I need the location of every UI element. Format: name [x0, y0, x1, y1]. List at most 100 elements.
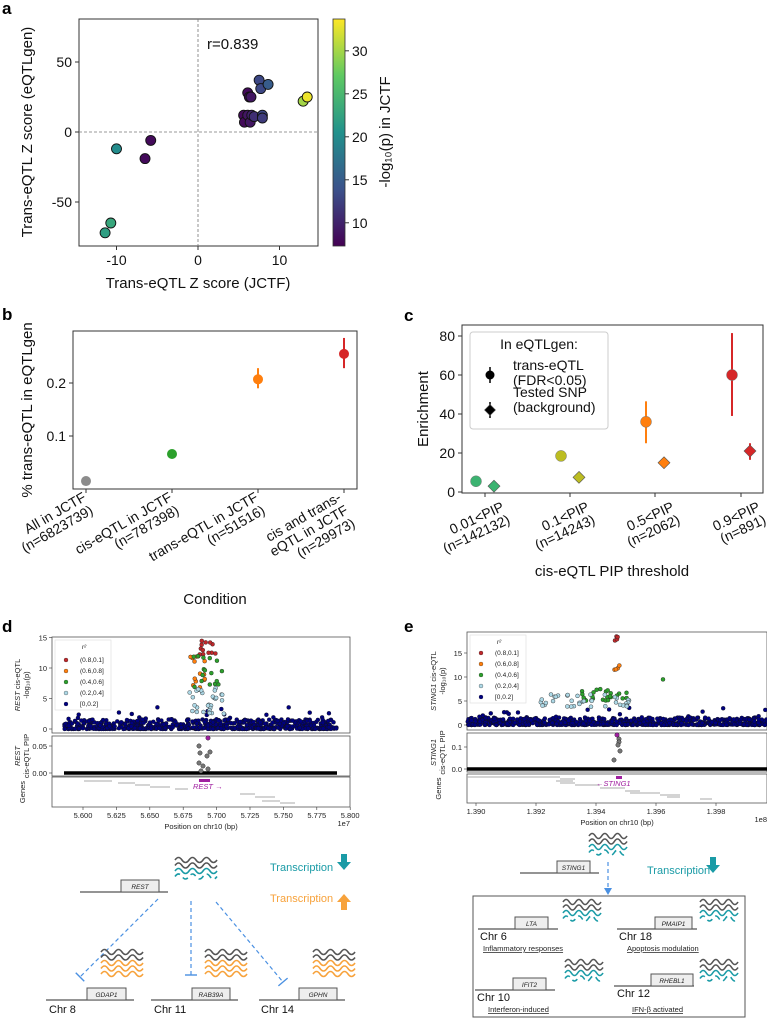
- highlight-gene-bar: [199, 779, 210, 782]
- snp-point: [286, 705, 291, 710]
- snp-point: [590, 716, 595, 721]
- snp-point: [570, 720, 575, 726]
- snp-point: [617, 663, 622, 668]
- snp-point: [315, 717, 321, 723]
- pip-ylabel-gene: STING1: [429, 739, 438, 766]
- highlight-gene-label: ←STING1: [596, 779, 631, 788]
- genes-ylabel: Genes: [434, 777, 443, 799]
- snp-point: [617, 711, 623, 717]
- snp-point: [200, 647, 206, 653]
- trans-eqtl-point: [726, 369, 738, 381]
- legend-circle-marker: [485, 370, 495, 380]
- snp-point: [320, 720, 325, 725]
- r2-legend: [54, 639, 112, 711]
- x-tick-label: 5.725: [241, 811, 260, 820]
- y-tick-label: 40: [439, 406, 455, 422]
- snp-point: [515, 710, 521, 715]
- pip-point: [200, 763, 206, 769]
- mrna-wave-icon: [564, 975, 604, 982]
- genes-ylabel: Genes: [18, 781, 27, 803]
- gene-locus: [614, 973, 694, 987]
- snp-point: [285, 717, 291, 722]
- snp-point: [75, 721, 80, 726]
- snp-point: [469, 718, 474, 723]
- snp-point: [565, 704, 570, 709]
- dashed-line: [215, 901, 284, 983]
- snp-point: [603, 704, 608, 709]
- snp-point: [548, 692, 554, 697]
- snp-point: [506, 711, 511, 717]
- snp-point: [213, 695, 219, 701]
- legend-title: r²: [497, 639, 502, 646]
- snp-point: [199, 638, 204, 644]
- snp-point: [202, 719, 207, 725]
- mrna-wave-icon: [564, 964, 604, 971]
- x-tick-label: -10: [106, 252, 126, 268]
- snp-point: [75, 715, 81, 721]
- chromosome-label: Chr 8: [49, 1004, 76, 1016]
- legend-box: [54, 639, 112, 711]
- snp-point: [199, 678, 204, 684]
- pip-ylabel: cis-eQTL PIP: [22, 734, 31, 778]
- data-point: [256, 112, 268, 124]
- snp-point: [539, 697, 544, 702]
- legend-entry: [0,0.2]: [80, 701, 98, 708]
- snp-point: [706, 716, 711, 721]
- panel-c-plot: [458, 324, 764, 497]
- snp-point: [602, 716, 607, 722]
- y-tick-label: 0.1: [47, 428, 67, 444]
- snp-point: [313, 726, 318, 732]
- snp-point: [558, 720, 564, 726]
- data-point: [339, 348, 349, 359]
- snp-point: [199, 642, 204, 647]
- snp-point: [207, 640, 213, 645]
- snp-point: [156, 718, 161, 723]
- snp-point: [615, 634, 620, 640]
- snp-point: [251, 719, 256, 725]
- gene-label: GPHN: [309, 992, 328, 999]
- genes-frame: [466, 773, 767, 804]
- snp-point: [69, 721, 75, 726]
- mrna-wave-icon: [312, 965, 356, 972]
- mrna-wave-icon: [588, 832, 628, 840]
- transcription-up-label: Transcription: [270, 893, 333, 905]
- pip-ylabel: cis-eQTL PIP: [438, 730, 447, 774]
- snp-point: [277, 721, 282, 727]
- mrna-wave-icon: [100, 965, 144, 972]
- y-tick-label: 10: [454, 673, 462, 682]
- snp-point: [624, 690, 629, 695]
- snp-point: [673, 716, 678, 721]
- legend-marker: [63, 657, 69, 663]
- snp-point: [191, 654, 196, 659]
- snp-point: [270, 720, 275, 725]
- legend-label: (FDR<0.05): [513, 372, 587, 388]
- panel-label-e: e: [404, 617, 413, 636]
- snp-point: [731, 717, 736, 722]
- x-axis-label: Trans-eQTL Z score (JCTF): [106, 275, 291, 292]
- legend-label: (background): [513, 399, 596, 415]
- legend-title: In eQTLgen:: [500, 336, 578, 352]
- snp-point: [577, 701, 582, 707]
- snp-point: [588, 704, 594, 709]
- legend-entry: (0.4,0.6]: [495, 672, 519, 679]
- data-point: [253, 374, 263, 385]
- snp-point: [266, 726, 271, 731]
- snp-point: [718, 717, 723, 723]
- snp-point: [266, 717, 272, 722]
- snp-point: [524, 722, 529, 728]
- snp-point: [585, 707, 590, 713]
- data-point: [99, 227, 111, 239]
- snp-point: [219, 698, 225, 703]
- legend-diamond-marker: [484, 404, 496, 416]
- snp-point: [553, 694, 558, 700]
- gene-label: STING1: [562, 865, 586, 872]
- data-point: [111, 143, 122, 155]
- snp-point: [258, 720, 263, 725]
- legend-entry: (0.4,0.6]: [80, 679, 104, 686]
- snp-point: [727, 716, 732, 721]
- snp-point: [194, 709, 200, 715]
- y-tick-label: 0.00: [32, 769, 47, 778]
- snp-point: [66, 723, 72, 728]
- legend-marker: [63, 668, 69, 674]
